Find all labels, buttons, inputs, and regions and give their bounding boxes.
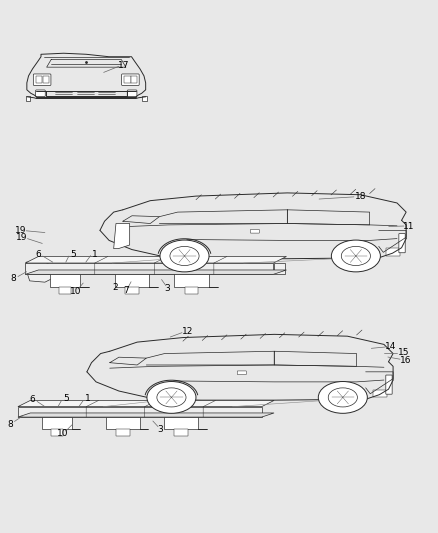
Polygon shape: [114, 223, 130, 249]
Text: 11: 11: [403, 222, 414, 231]
Polygon shape: [50, 274, 88, 287]
Ellipse shape: [160, 240, 209, 272]
Polygon shape: [18, 413, 274, 417]
FancyBboxPatch shape: [385, 248, 400, 255]
FancyBboxPatch shape: [124, 76, 131, 83]
Text: 5: 5: [63, 394, 69, 403]
Text: 5: 5: [70, 251, 76, 259]
Text: 3: 3: [165, 284, 170, 293]
FancyBboxPatch shape: [131, 76, 137, 83]
FancyBboxPatch shape: [251, 230, 259, 233]
Text: 8: 8: [7, 419, 13, 429]
Polygon shape: [18, 407, 261, 417]
Text: 12: 12: [182, 327, 193, 336]
FancyBboxPatch shape: [142, 96, 147, 101]
FancyBboxPatch shape: [274, 263, 285, 274]
Text: 8: 8: [11, 274, 17, 282]
FancyBboxPatch shape: [125, 287, 139, 294]
Text: 14: 14: [385, 342, 396, 351]
Text: 7: 7: [123, 286, 129, 295]
Polygon shape: [115, 274, 158, 287]
FancyBboxPatch shape: [51, 429, 63, 436]
FancyBboxPatch shape: [42, 76, 49, 83]
Text: 3: 3: [157, 425, 163, 434]
Text: 16: 16: [400, 356, 412, 365]
Text: 17: 17: [117, 61, 129, 70]
FancyBboxPatch shape: [184, 287, 198, 294]
Text: 1: 1: [85, 394, 90, 403]
Ellipse shape: [170, 246, 199, 265]
Ellipse shape: [157, 388, 186, 407]
Text: 6: 6: [35, 251, 41, 259]
Polygon shape: [164, 417, 207, 429]
Polygon shape: [25, 256, 286, 263]
Ellipse shape: [332, 240, 380, 272]
FancyBboxPatch shape: [237, 371, 247, 375]
Text: 19: 19: [16, 233, 27, 243]
Text: 19: 19: [15, 226, 26, 235]
FancyBboxPatch shape: [386, 375, 392, 394]
Text: 6: 6: [29, 395, 35, 404]
FancyBboxPatch shape: [122, 74, 139, 85]
Polygon shape: [18, 400, 274, 407]
Text: 1: 1: [92, 251, 98, 259]
Text: 18: 18: [355, 192, 366, 201]
Polygon shape: [42, 417, 80, 429]
FancyBboxPatch shape: [59, 287, 71, 294]
Text: 10: 10: [70, 287, 81, 296]
FancyBboxPatch shape: [373, 390, 387, 397]
FancyBboxPatch shape: [35, 90, 45, 96]
FancyBboxPatch shape: [35, 76, 42, 83]
Text: 2: 2: [113, 283, 118, 292]
Ellipse shape: [318, 382, 367, 413]
Ellipse shape: [328, 388, 357, 407]
Ellipse shape: [147, 382, 196, 413]
Polygon shape: [25, 270, 286, 274]
FancyBboxPatch shape: [33, 74, 51, 85]
Text: 15: 15: [398, 348, 409, 357]
FancyBboxPatch shape: [399, 233, 405, 253]
FancyBboxPatch shape: [127, 90, 137, 96]
Polygon shape: [106, 417, 148, 429]
Ellipse shape: [341, 246, 371, 265]
Polygon shape: [25, 263, 273, 274]
FancyBboxPatch shape: [174, 429, 188, 436]
FancyBboxPatch shape: [26, 96, 30, 101]
FancyBboxPatch shape: [116, 429, 130, 436]
Text: 10: 10: [57, 429, 68, 438]
Polygon shape: [26, 262, 53, 282]
Polygon shape: [174, 274, 218, 287]
